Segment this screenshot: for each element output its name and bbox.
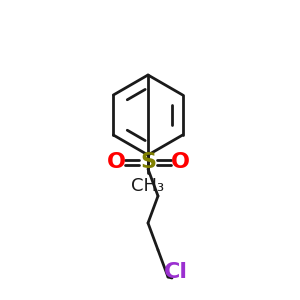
Text: O: O xyxy=(106,152,125,172)
Text: CH₃: CH₃ xyxy=(131,177,165,195)
Text: Cl: Cl xyxy=(164,262,188,282)
Text: S: S xyxy=(140,152,156,172)
Text: O: O xyxy=(170,152,190,172)
